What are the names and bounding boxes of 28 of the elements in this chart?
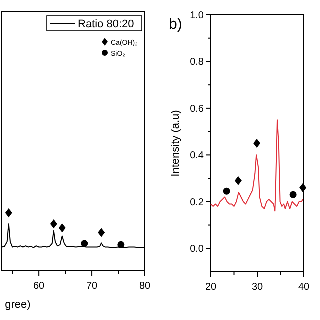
point: [254, 138, 261, 148]
point: [118, 241, 125, 248]
y-tick-label: 0.4: [190, 150, 204, 162]
y-tick-label: 0.8: [190, 57, 204, 68]
x-tick-label: 40: [298, 282, 310, 293]
chart-title: b): [169, 16, 182, 33]
point: [290, 191, 297, 198]
y-tick-label: 0.2: [190, 197, 204, 208]
point: [50, 220, 58, 229]
point: [5, 208, 12, 218]
x-tick-label: 30: [252, 282, 264, 293]
y-tick-label: 1.0: [190, 10, 204, 22]
point: [300, 183, 307, 192]
point: [223, 188, 230, 195]
point: [234, 176, 242, 186]
y-axis-title: Intensity (a.u): [170, 110, 182, 177]
x-tick-label: 60: [34, 281, 46, 292]
x-axis-title: gree): [5, 299, 31, 311]
line-series: [210, 120, 304, 212]
x-tick-label: 80: [139, 281, 151, 292]
point: [81, 240, 88, 248]
y-tick-label: 0.6: [190, 104, 204, 115]
point: [58, 224, 66, 233]
x-tick-label: 70: [86, 281, 98, 292]
point: [98, 228, 106, 238]
x-tick-label: 20: [205, 282, 217, 293]
y-tick-label: 0.0: [190, 244, 204, 256]
legend-label: Ratio 80:20: [78, 18, 134, 30]
